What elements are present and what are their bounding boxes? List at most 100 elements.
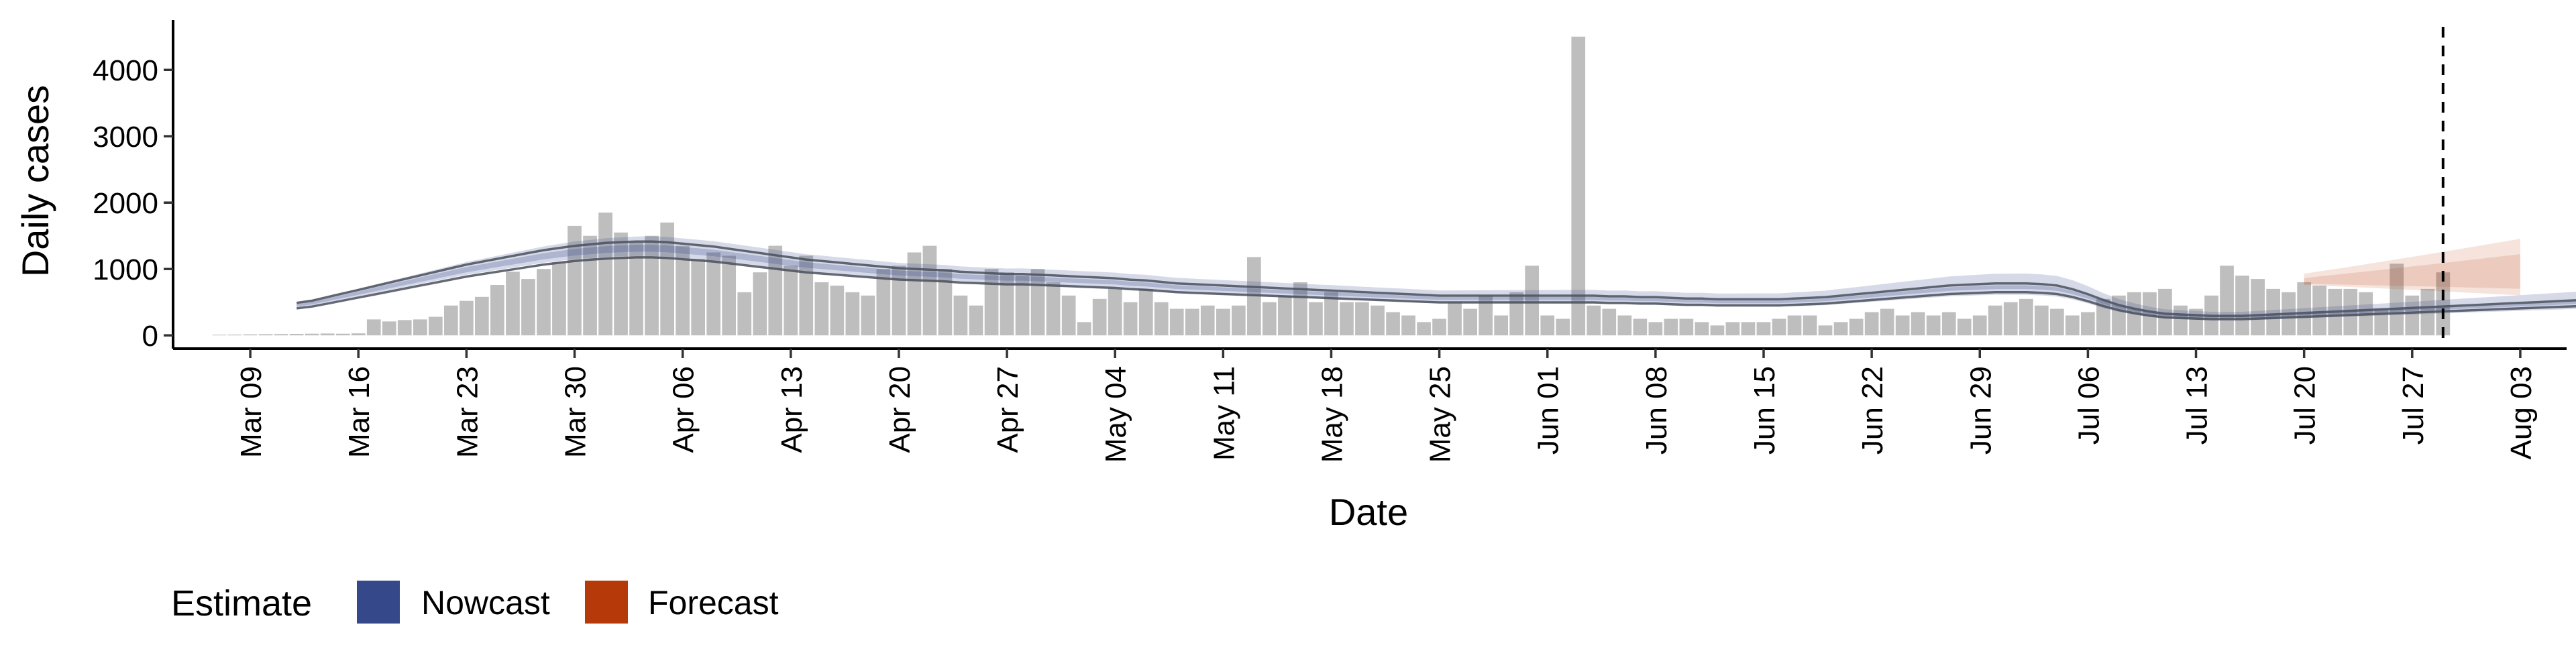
bar [799,255,814,336]
bar [1000,272,1014,336]
bar [706,252,720,336]
bar [537,269,551,336]
bar [1926,315,1941,336]
bar [1417,322,1431,336]
bar [2343,288,2358,336]
bar [984,269,999,336]
x-tick-label: Jul 13 [2181,366,2214,445]
y-axis-title: Daily cases [14,85,56,277]
x-tick-label: Jun 15 [1748,366,1781,455]
lines-layer [296,240,2576,320]
bar [1571,36,1586,336]
bar [737,292,752,336]
x-tick-label: Mar 30 [559,366,592,458]
bar [1154,302,1169,336]
bar [444,305,458,336]
bar [1864,312,1879,336]
bar [351,333,366,336]
bar [1015,276,1030,336]
bar [274,334,288,336]
bar [568,225,582,336]
x-tick-label: May 18 [1316,366,1349,463]
y-tick-label: 3000 [93,121,158,154]
bar [2050,308,2064,336]
bar [1463,308,1477,336]
bar [1432,318,1446,336]
bar [1138,288,1153,336]
bar [722,255,736,336]
bar [1679,318,1694,336]
bar [552,262,566,336]
bar [2374,308,2389,336]
bar [2297,282,2311,336]
bar [475,296,489,336]
bar [676,245,690,336]
bar [1648,322,1663,336]
bar [1803,315,1817,336]
bar [1216,308,1230,336]
y-tick-label: 2000 [93,187,158,220]
nowcast-lower-line [296,256,2576,320]
bar [1741,322,1756,336]
bar [2220,266,2234,336]
bar [258,334,273,336]
bar [1324,292,1338,336]
x-tick-label: Apr 06 [667,366,700,453]
bar [1448,302,1462,336]
bar [335,333,350,336]
bar [861,295,875,336]
bar [1787,315,1802,336]
bar [598,213,612,336]
x-tick-label: Jun 01 [1532,366,1565,455]
bar [645,235,659,336]
bar [1046,282,1061,336]
legend-label-nowcast: Nowcast [421,584,550,622]
bar [1185,308,1199,336]
bar [1664,318,1678,336]
bar [2003,302,2018,336]
bar [1169,308,1184,336]
bar [460,300,474,336]
bar [2405,295,2420,336]
legend-label-forecast: Forecast [648,584,779,622]
ribbon-forecast [2304,239,2520,296]
bar [382,321,396,336]
legend-key-forecast [585,581,628,624]
bar [1108,288,1122,336]
bar [1232,305,1246,336]
bar [753,272,767,336]
bar [1401,315,1415,336]
x-tick-label: Jun 08 [1640,366,1673,455]
bar [1833,322,1848,336]
bar [1061,295,1076,336]
bar [1293,282,1307,336]
bar [1263,302,1277,336]
bar [1525,266,1539,336]
bar [1710,325,1725,336]
bar [1633,318,1648,336]
bar [1617,315,1632,336]
bar [2235,276,2249,336]
bar [2266,288,2280,336]
bar [922,245,937,336]
y-tick-label: 0 [142,320,158,353]
bar [366,319,381,336]
bar [876,269,891,336]
bar [521,279,535,336]
bar [1849,318,1864,336]
x-tick-label: Jul 20 [2289,366,2322,445]
x-axis-title: Date [1329,491,1408,533]
axes-layer: 0 1000 2000 3000 4000 Mar 09 Mar 16 Mar 23 Mar 3… [93,20,2567,463]
bar [1479,295,1493,336]
x-tick-label: Aug 03 [2505,366,2538,459]
y-tick-label: 1000 [93,253,158,286]
x-tick-label: Jul 27 [2397,366,2430,445]
y-tick-label: 4000 [93,54,158,87]
bar [1371,305,1385,336]
bar [1602,308,1617,336]
bar [289,334,304,336]
bar [2081,312,2095,336]
x-tick-label: Jul 06 [2072,366,2105,445]
